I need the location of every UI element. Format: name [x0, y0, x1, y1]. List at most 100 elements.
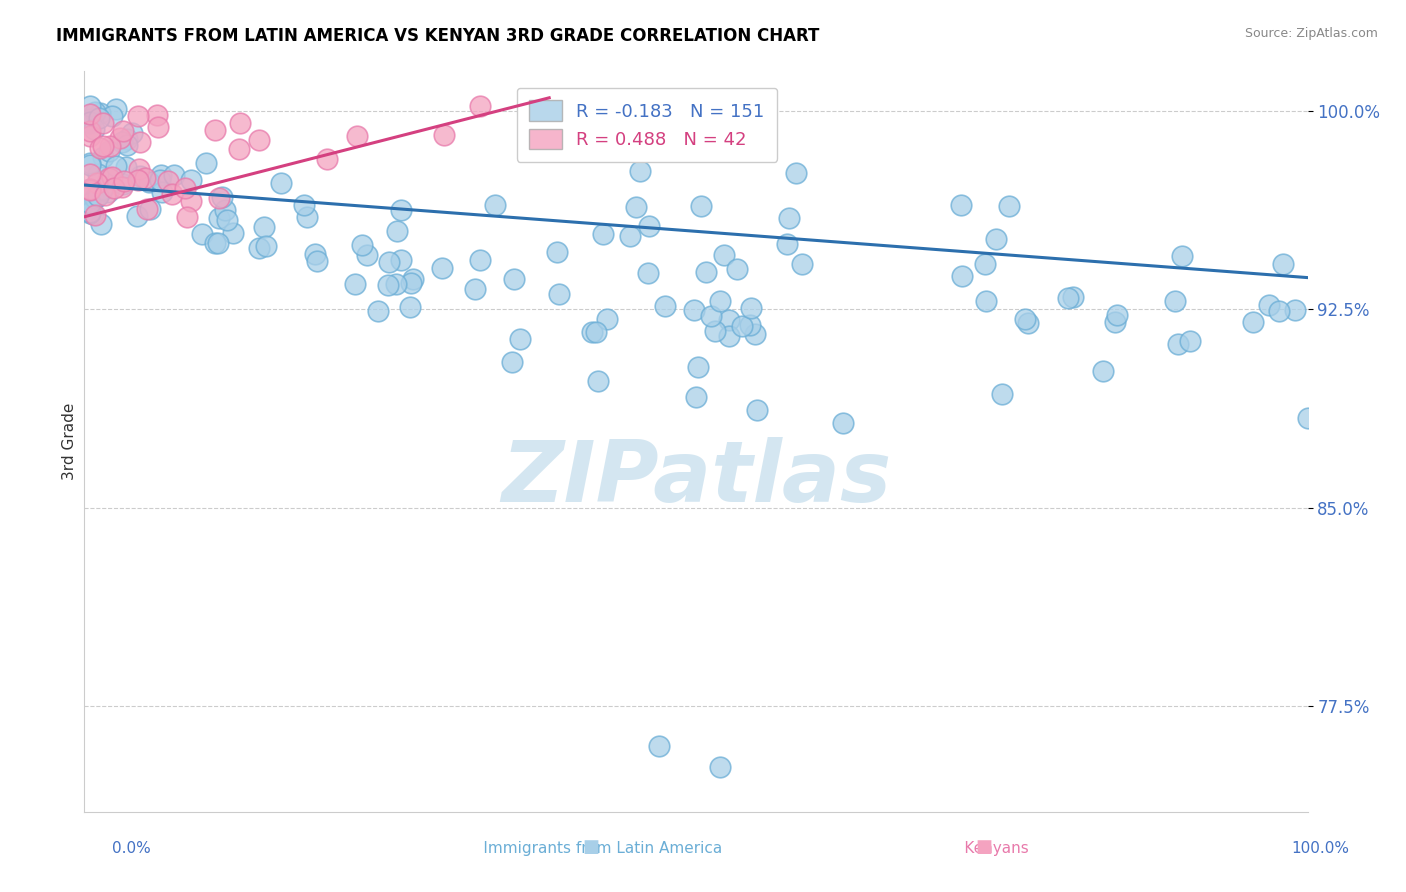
Point [586, 374, 609, 388]
Point [136, 202, 159, 216]
Point [208, 191, 231, 205]
Text: Kenyans: Kenyans [939, 841, 1029, 856]
Point [502, 355, 524, 369]
Point [685, 390, 707, 404]
Point [89, 141, 111, 155]
Point [503, 272, 526, 286]
Y-axis label: 3rd Grade: 3rd Grade [62, 403, 77, 480]
Point [596, 311, 619, 326]
Point [146, 108, 169, 122]
Point [97, 170, 120, 185]
Point [367, 304, 389, 318]
Point [389, 252, 412, 267]
Point [149, 172, 172, 186]
Point [204, 235, 226, 250]
Point [180, 194, 202, 208]
Point [79, 123, 101, 137]
Point [176, 210, 198, 224]
Point [91, 150, 114, 164]
Point [79, 184, 101, 198]
Point [1258, 298, 1281, 312]
Point [776, 237, 799, 252]
Point [211, 190, 233, 204]
Point [624, 200, 647, 214]
Point [121, 126, 143, 140]
Point [785, 166, 807, 180]
Point [222, 226, 245, 240]
Point [385, 224, 408, 238]
Point [984, 232, 1007, 246]
Point [115, 138, 138, 153]
Point [83, 208, 105, 222]
Point [464, 282, 486, 296]
Point [1062, 290, 1084, 304]
Point [546, 244, 568, 259]
Point [79, 112, 101, 126]
Point [1171, 249, 1194, 263]
Point [1017, 317, 1039, 331]
Point [214, 203, 236, 218]
Point [79, 115, 101, 129]
Point [725, 261, 748, 276]
Point [104, 102, 127, 116]
Point [717, 329, 740, 343]
Point [128, 169, 150, 183]
Point [90, 217, 112, 231]
Point [718, 312, 741, 326]
Point [101, 169, 124, 184]
Point [138, 175, 160, 189]
Point [127, 209, 149, 223]
Point [1272, 257, 1295, 271]
Point [91, 115, 114, 129]
Point [79, 128, 101, 143]
Point [86, 188, 108, 202]
Point [747, 402, 769, 417]
Point [778, 211, 800, 226]
Point [84, 191, 107, 205]
Point [1296, 410, 1319, 425]
Text: ■: ■ [976, 838, 993, 856]
Text: IMMIGRANTS FROM LATIN AMERICA VS KENYAN 3RD GRADE CORRELATION CHART: IMMIGRANTS FROM LATIN AMERICA VS KENYAN … [56, 27, 820, 45]
Point [399, 276, 422, 290]
Point [1284, 303, 1306, 318]
Point [104, 159, 127, 173]
Point [173, 181, 195, 195]
Point [191, 227, 214, 241]
Point [89, 106, 111, 120]
Point [389, 202, 412, 217]
Point [686, 359, 709, 374]
Point [108, 131, 131, 145]
Point [253, 219, 276, 234]
Point [111, 124, 134, 138]
Point [150, 168, 173, 182]
Point [79, 206, 101, 220]
Point [79, 205, 101, 219]
Point [831, 416, 853, 430]
Point [470, 253, 492, 268]
Point [378, 255, 401, 269]
Point [94, 187, 117, 202]
Point [1178, 334, 1201, 349]
Point [683, 303, 706, 318]
Point [91, 182, 114, 196]
Point [83, 121, 105, 136]
Point [204, 123, 226, 137]
Point [744, 326, 766, 341]
Point [115, 132, 138, 146]
Point [163, 168, 186, 182]
Point [709, 294, 731, 309]
Point [229, 116, 252, 130]
Point [700, 309, 723, 323]
Point [1167, 336, 1189, 351]
Point [148, 120, 170, 134]
Legend: R = -0.183   N = 151, R = 0.488   N = 42: R = -0.183 N = 151, R = 0.488 N = 42 [517, 87, 778, 162]
Point [1107, 308, 1129, 322]
Point [1267, 303, 1289, 318]
Point [731, 319, 754, 334]
Point [90, 183, 112, 197]
Point [207, 211, 229, 225]
Point [432, 261, 454, 276]
Point [79, 116, 101, 130]
Point [790, 256, 813, 270]
Point [180, 173, 202, 187]
